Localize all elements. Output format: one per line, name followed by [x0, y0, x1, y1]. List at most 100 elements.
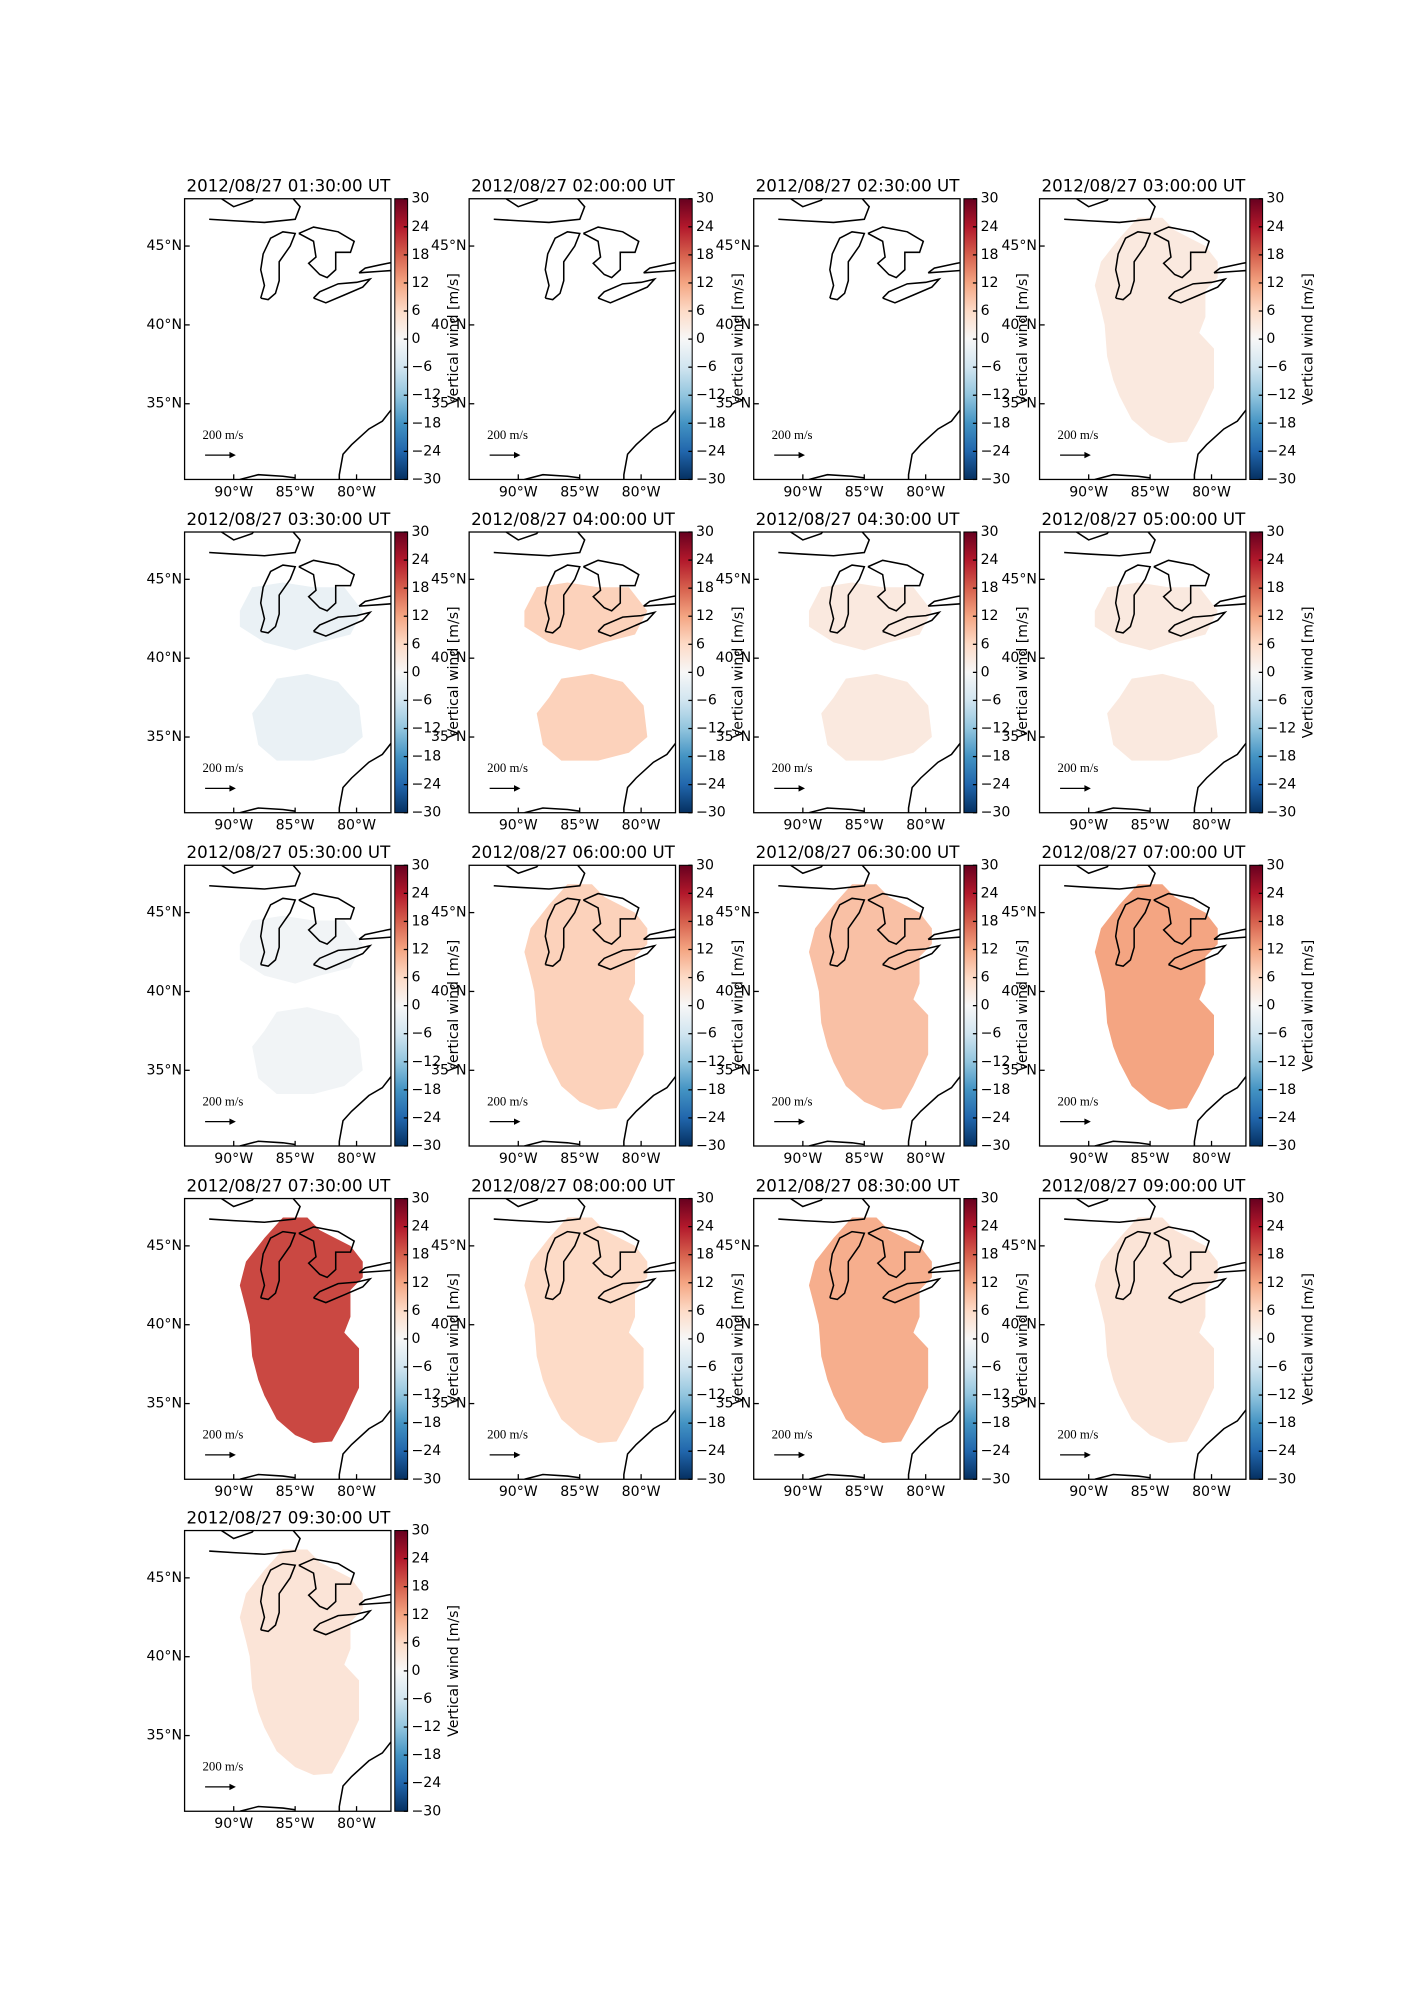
- colorbar-label: Vertical wind [m/s]: [446, 940, 462, 1072]
- reference-label: 200 m/s: [203, 761, 244, 775]
- y-tick-label: 40°N: [716, 650, 752, 666]
- panel-title: 2012/08/27 08:30:00 UT: [756, 1177, 961, 1196]
- x-tick-label: 85°W: [1131, 484, 1170, 500]
- coastline: [505, 532, 539, 541]
- colorbar-tick-label: 18: [981, 913, 999, 929]
- colorbar-tick-label: 0: [696, 1331, 705, 1347]
- colorbar-tick-label: −12: [696, 1387, 726, 1403]
- colorbar-tick-label: −12: [981, 1387, 1011, 1403]
- x-tick-label: 80°W: [337, 484, 376, 500]
- colorbar-tick-label: 12: [696, 941, 714, 957]
- reference-arrowhead: [798, 451, 805, 459]
- y-tick-label: 35°N: [146, 1062, 182, 1078]
- colorbar-tick-label: 30: [981, 524, 999, 540]
- coastline: [882, 611, 942, 637]
- colorbar-tick-label: −30: [411, 471, 441, 487]
- coastline: [1153, 226, 1211, 279]
- reference-arrowhead: [1084, 785, 1091, 792]
- colorbar-label: Vertical wind [m/s]: [730, 1273, 746, 1405]
- y-tick-label: 45°N: [1001, 238, 1037, 254]
- colorbar-tick-label: 18: [1266, 247, 1284, 263]
- colorbar-tick-label: −12: [411, 1719, 441, 1735]
- colorbar-tick-label: −24: [696, 777, 726, 793]
- colorbar-label: Vertical wind [m/s]: [446, 1605, 462, 1737]
- y-tick-label: 35°N: [1001, 1396, 1037, 1412]
- coastline: [493, 198, 586, 224]
- x-tick-label: 85°W: [1131, 1151, 1170, 1167]
- x-tick-label: 80°W: [337, 1484, 376, 1500]
- panel-title: 2012/08/27 06:00:00 UT: [471, 843, 676, 862]
- colorbar-label: Vertical wind [m/s]: [446, 606, 462, 738]
- x-tick-label: 90°W: [783, 1484, 822, 1500]
- coastline: [1064, 532, 1156, 557]
- coastline: [643, 1261, 676, 1274]
- x-tick-label: 80°W: [622, 818, 661, 834]
- coastline: [623, 742, 676, 813]
- colorbar-tick-label: 6: [411, 1303, 420, 1319]
- coastline: [623, 409, 676, 480]
- colorbar-tick-label: 6: [411, 970, 420, 986]
- coastline: [505, 865, 539, 875]
- coastline: [867, 559, 925, 612]
- reference-label: 200 m/s: [203, 428, 244, 442]
- colorbar-tick-label: 6: [696, 970, 705, 986]
- coastline: [790, 1198, 824, 1208]
- coastline: [338, 1076, 391, 1146]
- x-tick-label: 90°W: [499, 484, 538, 500]
- reference-arrowhead: [229, 1451, 236, 1459]
- colorbar-tick-label: −18: [1266, 749, 1296, 765]
- colorbar-label: Vertical wind [m/s]: [446, 1273, 462, 1405]
- colorbar-tick-label: 24: [1266, 552, 1284, 568]
- y-tick-label: 35°N: [146, 1396, 182, 1412]
- wind-field: [1094, 582, 1218, 761]
- x-tick-label: 90°W: [214, 1151, 253, 1167]
- colorbar-tick-label: 0: [981, 998, 990, 1014]
- colorbar-tick-label: 30: [981, 1191, 999, 1207]
- coastline: [259, 1230, 297, 1301]
- field-region: [1094, 1217, 1218, 1443]
- colorbar-tick-label: −18: [981, 1415, 1011, 1431]
- coastline: [623, 1409, 676, 1480]
- coastline: [544, 897, 581, 967]
- map-panel: [778, 1198, 961, 1480]
- x-tick-label: 80°W: [1192, 484, 1231, 500]
- colorbar-tick-label: 24: [696, 219, 714, 235]
- colorbar-tick-label: −18: [1266, 1082, 1296, 1098]
- wind-field: [524, 582, 648, 761]
- panel-title: 2012/08/27 03:30:00 UT: [187, 510, 392, 529]
- colorbar-tick-label: −6: [696, 359, 717, 375]
- y-tick-label: 35°N: [1001, 1062, 1037, 1078]
- field-region: [524, 884, 648, 1110]
- coastline: [221, 532, 255, 541]
- colorbar-tick-label: 12: [1266, 941, 1284, 957]
- panel-title: 2012/08/27 01:30:00 UT: [187, 177, 392, 196]
- colorbar-tick-label: −24: [696, 1110, 726, 1126]
- colorbar-tick-label: 12: [411, 941, 429, 957]
- panel-title: 2012/08/27 03:00:00 UT: [1041, 177, 1246, 196]
- wind-field: [808, 1217, 932, 1443]
- map-frame: [468, 198, 677, 481]
- colorbar-tick-label: −6: [1266, 359, 1287, 375]
- panel-title: 2012/08/27 08:00:00 UT: [471, 1177, 676, 1196]
- coastline: [298, 226, 356, 279]
- coastline: [312, 1277, 373, 1304]
- x-tick-label: 85°W: [1131, 1484, 1170, 1500]
- colorbar-tick-label: 12: [696, 275, 714, 291]
- map-frame: [468, 1197, 677, 1480]
- colorbar-tick-label: 12: [981, 1275, 999, 1291]
- field-region: [1107, 673, 1218, 761]
- coastline: [312, 277, 373, 304]
- panel-title: 2012/08/27 02:00:00 UT: [471, 177, 676, 196]
- field-region: [239, 1217, 363, 1443]
- reference-arrowhead: [1084, 1451, 1091, 1459]
- y-tick-label: 45°N: [431, 905, 467, 921]
- x-tick-label: 80°W: [906, 818, 945, 834]
- coastline: [597, 944, 657, 971]
- coastline: [221, 1530, 255, 1540]
- reference-arrowhead: [514, 451, 521, 459]
- colorbar-tick-label: 24: [411, 885, 429, 901]
- colorbar-tick-label: 18: [1266, 913, 1284, 929]
- colorbar-tick-label: −6: [981, 1359, 1002, 1375]
- coastline: [209, 1198, 301, 1224]
- wind-field: [1094, 1217, 1218, 1443]
